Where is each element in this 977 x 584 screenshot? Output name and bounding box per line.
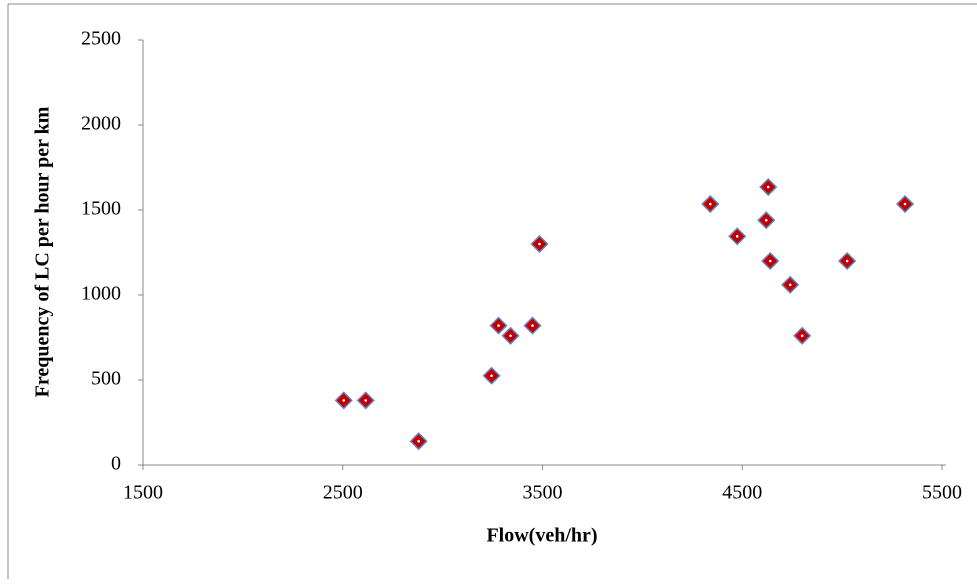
point-dot bbox=[364, 399, 368, 402]
point-dot bbox=[490, 374, 493, 378]
x-tick-label: 2500 bbox=[323, 482, 363, 504]
point-dot bbox=[342, 399, 346, 402]
y-tick-label: 2500 bbox=[81, 28, 121, 50]
point-dot bbox=[417, 439, 420, 443]
x-tick-label: 4500 bbox=[722, 482, 762, 504]
point-dot bbox=[538, 242, 541, 246]
point-dot bbox=[735, 235, 739, 238]
x-tick-label: 5500 bbox=[922, 482, 962, 504]
point-dot bbox=[509, 334, 512, 338]
y-tick-label: 1000 bbox=[81, 283, 121, 305]
point-dot bbox=[766, 185, 770, 189]
y-tick-label: 2000 bbox=[81, 113, 121, 135]
point-dot bbox=[845, 259, 849, 263]
point-dot bbox=[708, 202, 712, 206]
point-dot bbox=[788, 283, 792, 287]
y-tick-label: 1500 bbox=[81, 198, 121, 220]
x-tick-label: 3500 bbox=[523, 482, 563, 504]
point-dot bbox=[768, 259, 772, 263]
point-dot bbox=[531, 324, 534, 327]
x-axis-label: Flow(veh/hr) bbox=[486, 525, 597, 547]
point-dot bbox=[497, 324, 500, 327]
point-dot bbox=[800, 334, 804, 338]
x-tick-label: 1500 bbox=[123, 482, 163, 504]
y-tick-label: 0 bbox=[111, 453, 121, 475]
point-dot bbox=[764, 218, 768, 222]
y-axis-label: Frequency of LC per hour per km bbox=[32, 106, 54, 397]
y-tick-label: 500 bbox=[91, 368, 121, 390]
point-dot bbox=[903, 202, 907, 206]
